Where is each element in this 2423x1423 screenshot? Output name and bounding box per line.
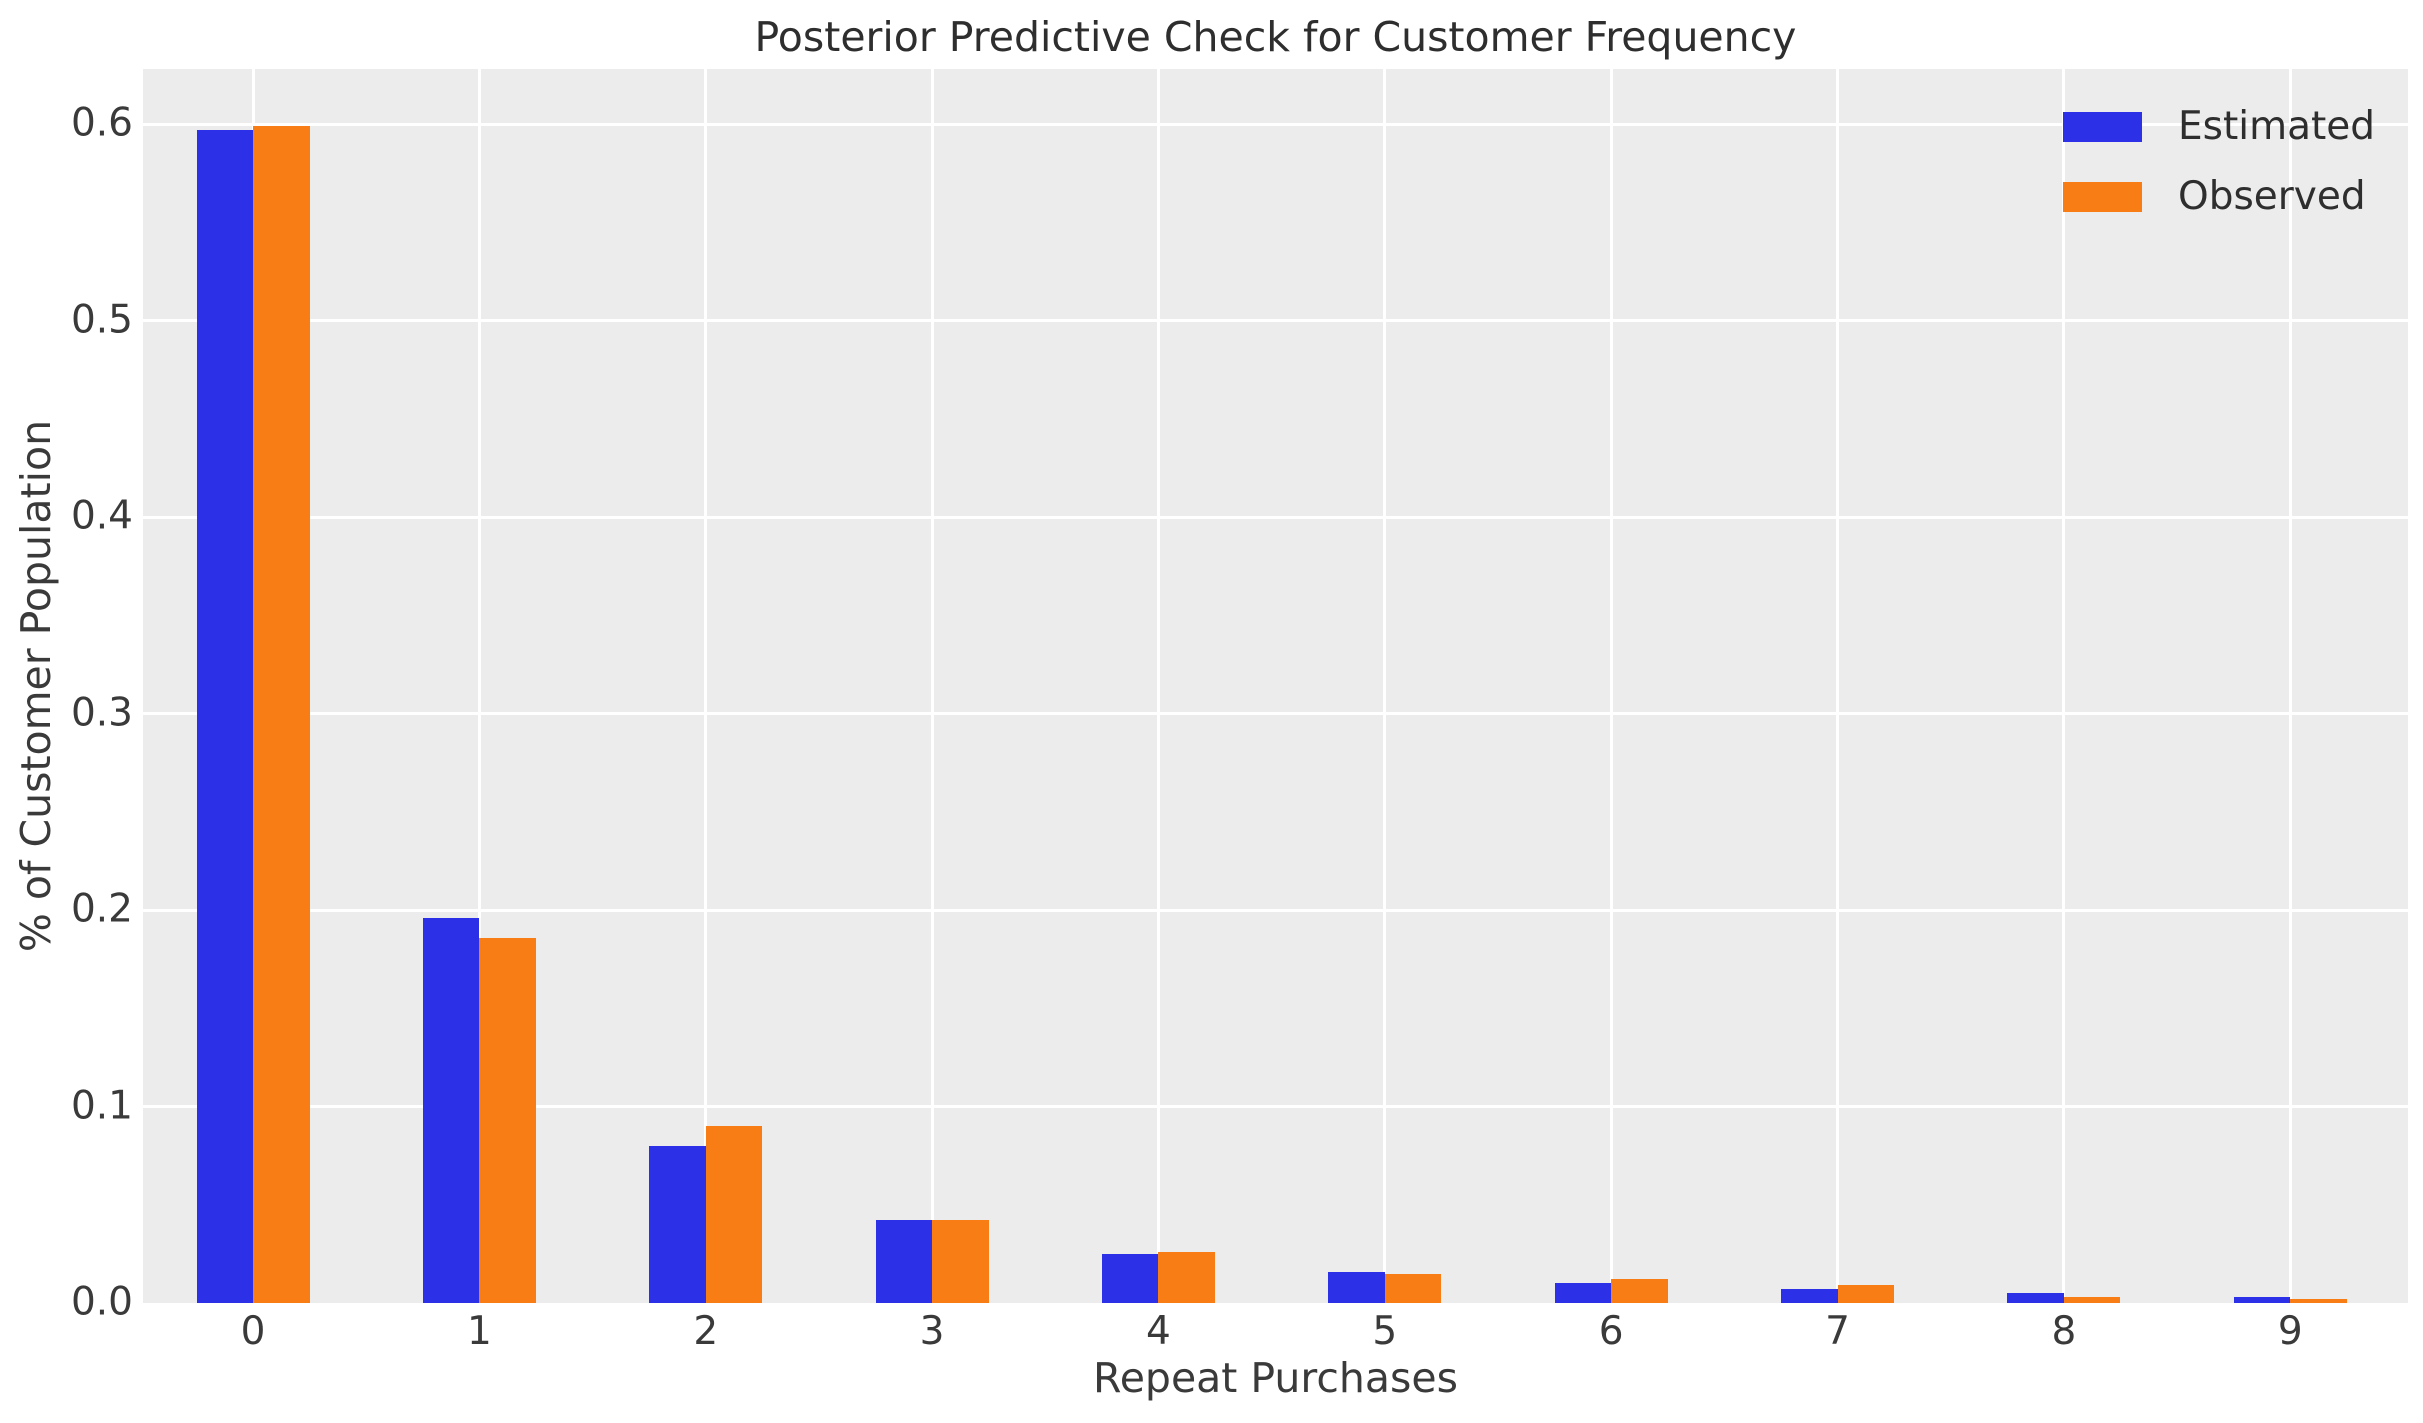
gridline-vertical [1383, 69, 1387, 1303]
bar-estimated-9 [2233, 1297, 2291, 1303]
bar-observed-7 [1837, 1285, 1895, 1303]
y-tick-label: 0.2 [70, 886, 133, 932]
legend-item-observed: Observed [2063, 174, 2375, 219]
bar-estimated-4 [1101, 1253, 1159, 1303]
bar-observed-9 [2290, 1299, 2347, 1303]
gridline-horizontal [143, 319, 2408, 323]
y-tick-label: 0.6 [70, 100, 133, 146]
legend-label-observed: Observed [2178, 174, 2366, 219]
y-tick-label: 0.0 [70, 1279, 133, 1325]
x-tick-label: 1 [466, 1309, 492, 1354]
gridline-vertical [2288, 69, 2292, 1303]
x-tick-label: 0 [240, 1309, 266, 1354]
x-tick-label: 2 [693, 1309, 719, 1354]
bar-observed-0 [253, 125, 310, 1303]
y-tick-label: 0.3 [70, 690, 133, 736]
gridline-vertical [477, 69, 481, 1303]
bar-estimated-6 [1554, 1283, 1612, 1303]
x-tick-label: 7 [1825, 1309, 1850, 1354]
legend-swatch-observed [2063, 181, 2142, 212]
gridline-horizontal [143, 122, 2408, 126]
bar-observed-5 [1384, 1273, 1442, 1303]
gridline-horizontal [143, 908, 2408, 912]
bar-estimated-0 [196, 129, 253, 1303]
gridline-vertical [2062, 69, 2066, 1303]
x-tick-label: 8 [2051, 1309, 2077, 1354]
gridline-vertical [930, 69, 934, 1303]
bar-estimated-3 [875, 1220, 933, 1303]
x-tick-label: 5 [1372, 1309, 1398, 1354]
gridline-vertical [704, 69, 708, 1303]
bar-observed-4 [1158, 1251, 1215, 1303]
bar-estimated-8 [2007, 1293, 2064, 1303]
x-tick-label: 9 [2277, 1309, 2303, 1354]
gridline-vertical [1609, 69, 1613, 1303]
bar-observed-6 [1611, 1279, 1668, 1303]
gridline-horizontal [143, 515, 2408, 519]
bar-observed-1 [479, 937, 536, 1303]
gridline-vertical [1156, 69, 1160, 1303]
legend-item-estimated: Estimated [2063, 104, 2375, 149]
x-tick-label: 4 [1146, 1309, 1171, 1354]
bar-estimated-5 [1328, 1271, 1385, 1303]
legend-label-estimated: Estimated [2178, 104, 2376, 149]
x-tick-label: 3 [919, 1309, 945, 1354]
bar-observed-8 [2063, 1297, 2121, 1303]
bar-estimated-7 [1781, 1289, 1838, 1303]
y-tick-label: 0.4 [70, 493, 133, 539]
gridline-horizontal [143, 712, 2408, 715]
x-tick-label: 6 [1598, 1309, 1624, 1354]
bar-observed-3 [932, 1220, 989, 1303]
gridline-vertical [1836, 69, 1840, 1303]
bar-estimated-2 [649, 1145, 706, 1303]
gridline-horizontal [143, 1105, 2408, 1108]
plot-area [143, 69, 2408, 1303]
legend-swatch-estimated [2063, 111, 2142, 142]
x-axis-label: Repeat Purchases [1093, 1354, 1458, 1402]
bar-estimated-1 [422, 917, 480, 1303]
y-axis-label: % of Customer Population [12, 419, 60, 953]
bar-observed-2 [705, 1126, 763, 1303]
chart-title: Posterior Predictive Check for Customer … [754, 13, 1797, 61]
y-tick-label: 0.1 [70, 1083, 133, 1129]
legend: Estimated Observed [2063, 104, 2375, 219]
y-tick-label: 0.5 [70, 297, 133, 343]
